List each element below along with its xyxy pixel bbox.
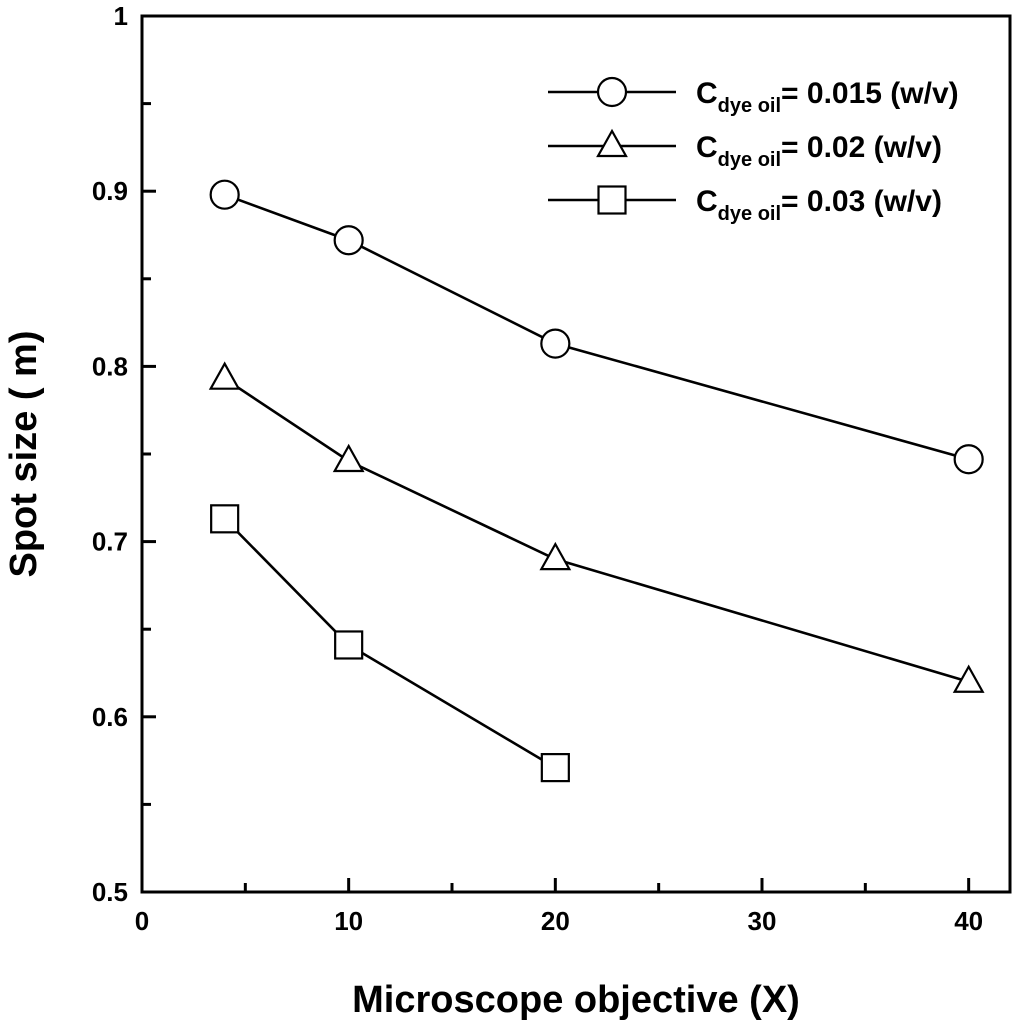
data-point-triangle	[332, 443, 365, 473]
axis-ticks: 0 10 20 30 40 0.5 0.6 0.7 0.8 0.9 1	[92, 1, 983, 936]
legend-label: Cdye oil= 0.02 (w/v)	[696, 131, 942, 171]
x-tick-label: 0	[135, 906, 149, 936]
data-point-square	[540, 753, 570, 783]
data-point-circle	[209, 179, 240, 210]
data-point-triangle	[539, 541, 572, 571]
y-tick-label: 0.6	[92, 702, 128, 732]
data-point-triangle	[208, 361, 241, 390]
y-axis-label: Spot size ( m)	[3, 330, 45, 577]
data-point-triangle	[952, 664, 985, 693]
y-tick-label: 0.7	[92, 527, 128, 557]
data-point-circle	[540, 328, 571, 359]
legend: Cdye oil= 0.015 (w/v) Cdye oil= 0.02 (w/v…	[548, 76, 959, 225]
y-tick-label: 0.8	[92, 351, 128, 381]
y-tick-label: 0.5	[92, 877, 128, 907]
y-tick-label: 1	[114, 1, 128, 31]
x-tick-label: 10	[334, 906, 363, 936]
legend-label: Cdye oil= 0.015 (w/v)	[696, 77, 959, 117]
data-point-square	[334, 630, 364, 660]
data-point-circle	[333, 225, 364, 256]
series-lines	[223, 193, 970, 769]
legend-marker-square	[597, 185, 627, 215]
legend-label: Cdye oil= 0.03 (w/v)	[696, 185, 942, 225]
data-point-square	[210, 504, 240, 534]
legend-marker-triangle	[596, 128, 628, 158]
y-tick-label: 0.9	[92, 176, 128, 206]
data-point-circle	[953, 444, 984, 475]
series-line-2	[223, 377, 970, 684]
x-tick-label: 30	[748, 906, 777, 936]
series-line-1	[224, 193, 970, 461]
x-tick-label: 20	[541, 906, 570, 936]
series-line-3	[223, 517, 556, 769]
x-tick-label: 40	[954, 906, 983, 936]
series-markers	[208, 179, 985, 783]
x-axis-label: Microscope objective (X)	[352, 979, 800, 1021]
legend-marker-circle	[596, 76, 628, 108]
